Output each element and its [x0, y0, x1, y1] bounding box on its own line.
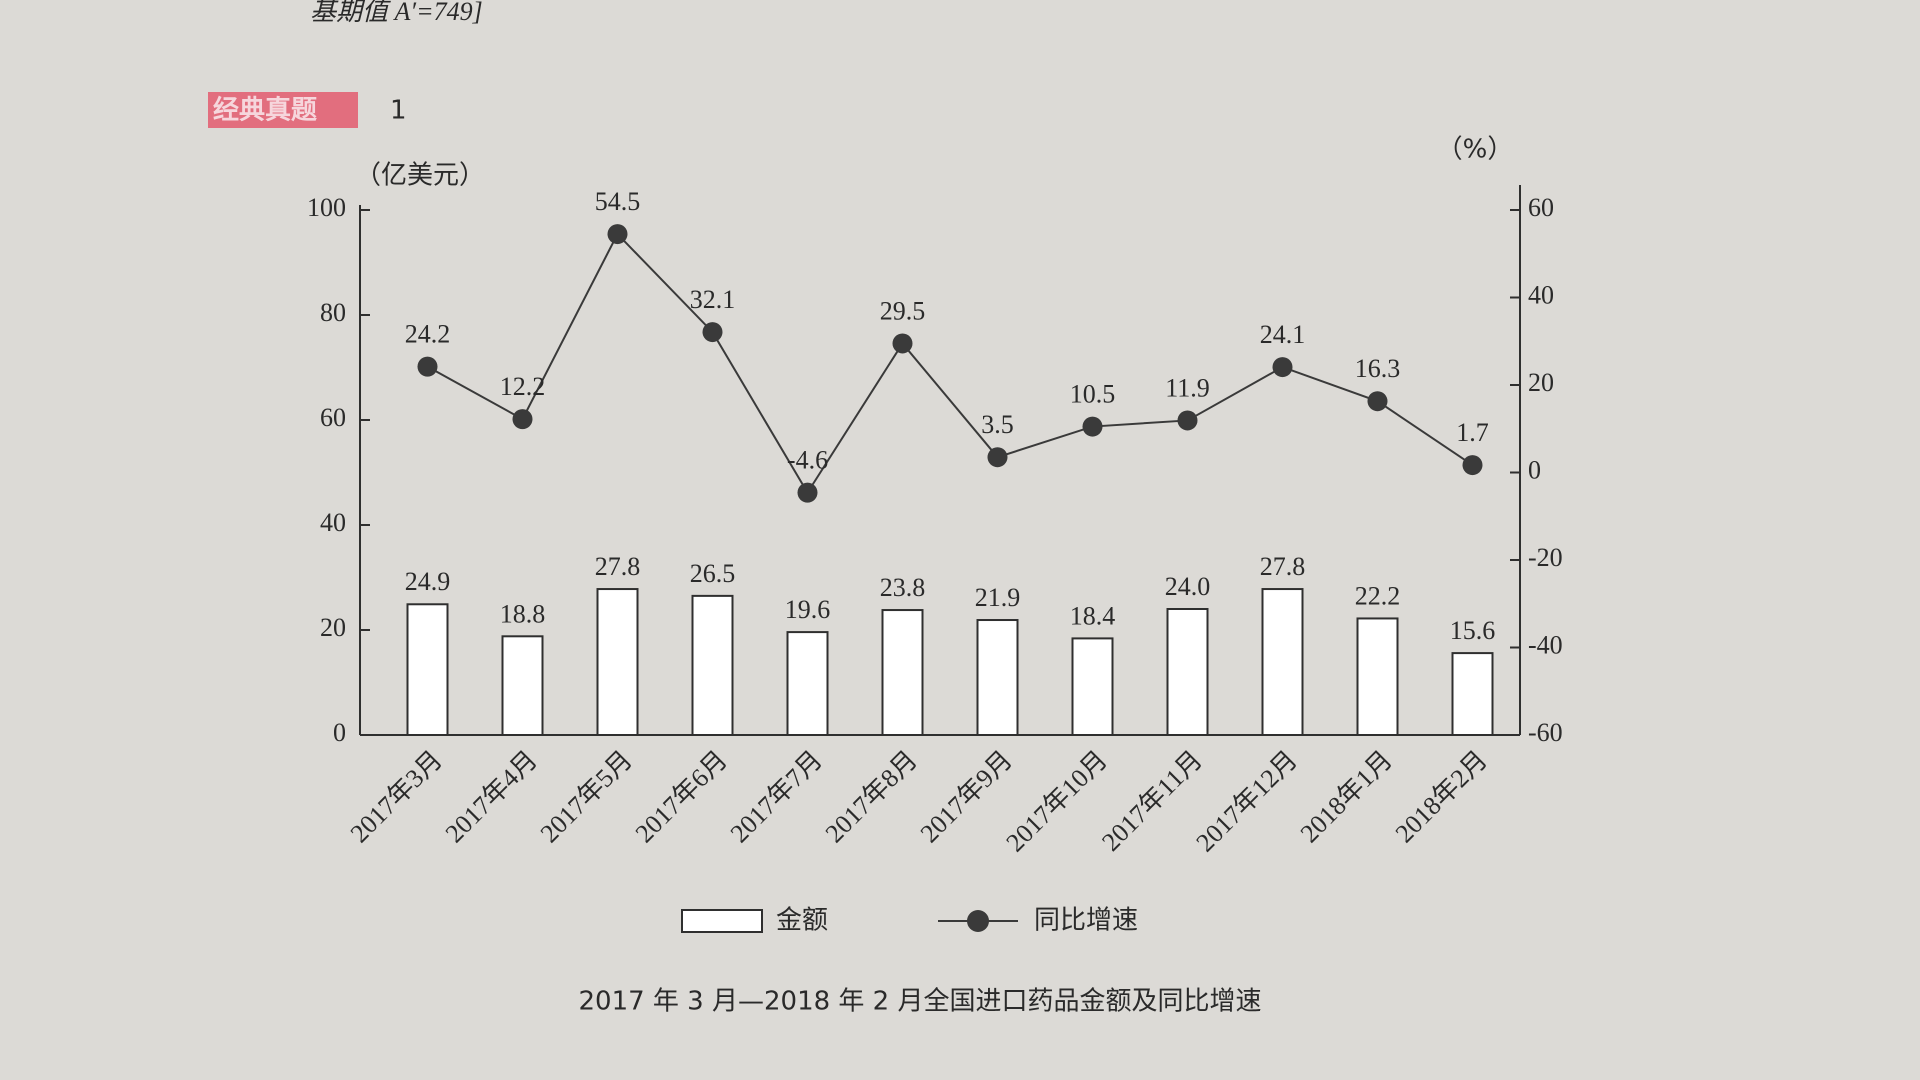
line-point [417, 356, 438, 377]
bar [1261, 588, 1304, 736]
bar [691, 594, 734, 736]
bar [501, 635, 544, 736]
bar [406, 603, 449, 737]
line-point [1177, 410, 1198, 431]
bar [1166, 608, 1209, 736]
line-value-label: 3.5 [981, 410, 1014, 439]
bar-value-label: 24.0 [1165, 572, 1211, 601]
y-tick-label: 60 [320, 403, 346, 432]
bar-value-label: 24.9 [405, 567, 451, 596]
line-point [892, 333, 913, 354]
y-tick-label: 100 [307, 193, 346, 222]
line-value-label: 29.5 [880, 296, 926, 325]
bar [1451, 652, 1494, 736]
bar-value-label: 22.2 [1355, 581, 1401, 610]
line-point [1462, 455, 1483, 476]
legend-swatch [681, 909, 763, 933]
y2-tick-label: 40 [1528, 280, 1554, 309]
line-value-label: 24.2 [405, 320, 451, 349]
bar-value-label: 23.8 [880, 573, 926, 602]
formula: 基期值 A′=749] [310, 0, 483, 26]
bar-value-label: 26.5 [690, 559, 736, 588]
bar-value-label: 27.8 [595, 552, 641, 581]
line-point [987, 447, 1008, 468]
bar [596, 588, 639, 736]
y-tick-label: 40 [320, 508, 346, 537]
bar [786, 631, 829, 736]
bar-value-label: 27.8 [1260, 552, 1306, 581]
y2-tick-label: 20 [1528, 368, 1554, 397]
line-point [797, 482, 818, 503]
y2-tick-label: -40 [1528, 630, 1563, 659]
chart-title: 2017 年 3 月—2018 年 2 月全国进口药品金额及同比增速 [578, 987, 1261, 1017]
tag-box [208, 92, 358, 128]
legend-label: 金额 [776, 906, 828, 936]
line-value-label: 11.9 [1165, 373, 1210, 402]
y2-tick-label: -20 [1528, 543, 1563, 572]
bar-value-label: 19.6 [785, 595, 831, 624]
line-point [1367, 391, 1388, 412]
line-point [607, 224, 628, 245]
line-point [1272, 357, 1293, 378]
line-point [1082, 416, 1103, 437]
y-tick-label: 80 [320, 298, 346, 327]
y-tick-label: 20 [320, 613, 346, 642]
bar [1071, 637, 1114, 737]
line-value-label: 54.5 [595, 187, 641, 216]
bar-value-label: 18.8 [500, 599, 546, 628]
line-value-label: -4.6 [787, 446, 828, 475]
y2-axis-label: （%） [1437, 135, 1514, 165]
y2-tick-label: 60 [1528, 193, 1554, 222]
line-value-label: 1.7 [1456, 418, 1489, 447]
legend-point [967, 910, 989, 932]
line-value-label: 12.2 [500, 372, 546, 401]
y2-tick-label: 0 [1528, 455, 1541, 484]
bar [881, 609, 924, 736]
line-value-label: 10.5 [1070, 380, 1116, 409]
y2-tick-label: -60 [1528, 718, 1563, 747]
line-point [512, 409, 533, 430]
bar [976, 619, 1019, 737]
line-value-label: 16.3 [1355, 354, 1401, 383]
y-tick-label: 0 [333, 718, 346, 747]
line-point [702, 322, 723, 343]
bar-value-label: 21.9 [975, 583, 1021, 612]
bar-value-label: 18.4 [1070, 601, 1116, 630]
bar-value-label: 15.6 [1450, 616, 1496, 645]
bar [1356, 617, 1399, 737]
legend-label: 同比增速 [1034, 906, 1138, 936]
tag-number: 1 [390, 96, 407, 126]
line [427, 232, 1474, 495]
y-axis-label: （亿美元） [355, 161, 485, 191]
line-value-label: 24.1 [1260, 320, 1306, 349]
line-value-label: 32.1 [690, 285, 736, 314]
tag: 经典真题 [213, 95, 317, 126]
